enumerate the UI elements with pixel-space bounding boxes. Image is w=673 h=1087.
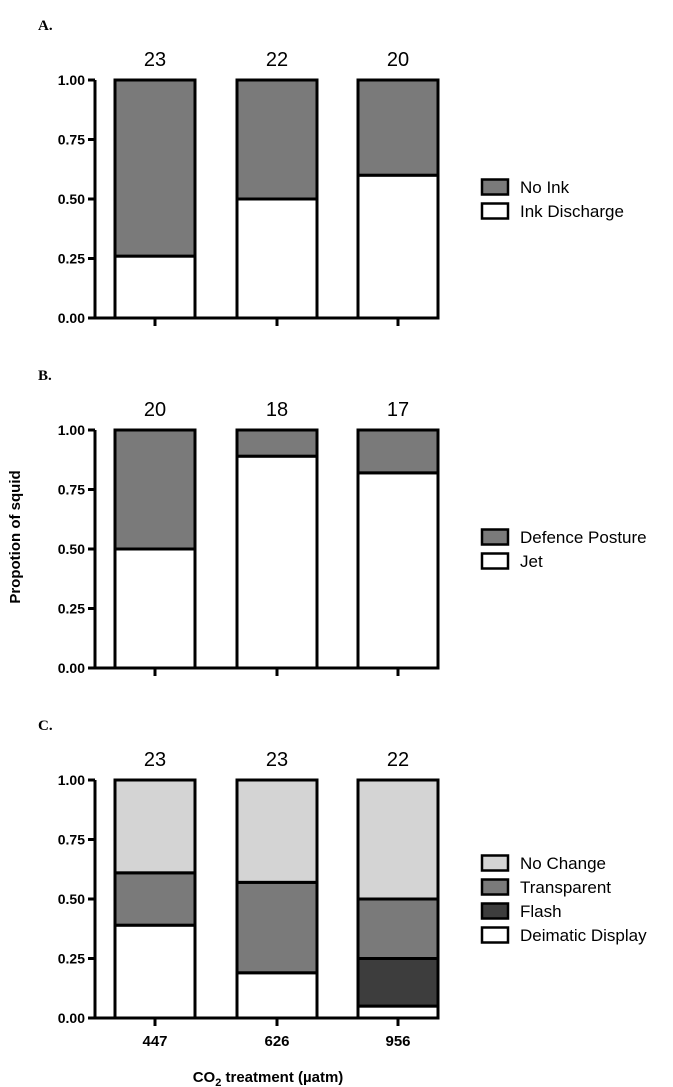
panel-c: C. 23 447 23 626 22 956 0.00 0.25 0.50 0.75 1.00 No … [38, 718, 647, 1050]
legend-label: Transparent [520, 878, 611, 897]
bar-segment [356, 471, 440, 670]
bar-segment [235, 880, 319, 975]
x-axis-label-suffix: treatment (µatm) [221, 1069, 343, 1086]
sample-size-label: 20 [387, 49, 409, 71]
panel-a: A. 23 22 20 0.00 0.25 0.50 0.75 1.00 No Ink Ink Di… [38, 18, 624, 326]
x-axis-label: CO2 treatment (µatm) [193, 1069, 344, 1087]
sample-size-label: 18 [266, 399, 288, 421]
bar-segment [113, 78, 197, 258]
x-tick-label: 626 [264, 1033, 289, 1050]
bar-segment [113, 778, 197, 875]
legend-swatch [480, 552, 510, 570]
sample-size-label: 23 [144, 49, 166, 71]
legend-swatch [480, 854, 510, 872]
bar-segment [235, 78, 319, 201]
y-tick-label: 1.00 [58, 422, 85, 438]
bar-segment [356, 428, 440, 475]
x-tick-label: 956 [385, 1033, 410, 1050]
legend-swatch [480, 202, 510, 220]
legend-swatch [480, 926, 510, 944]
legend-swatch [480, 178, 510, 196]
bar-segment [356, 778, 440, 901]
y-tick-label: 1.00 [58, 772, 85, 788]
bar-segment [356, 957, 440, 1008]
bar-segment [113, 428, 197, 551]
y-tick-label: 0.25 [58, 951, 85, 967]
sample-size-label: 23 [266, 749, 288, 771]
legend: Defence Posture Jet [480, 528, 647, 571]
bar-segment [356, 897, 440, 960]
bar-segment [113, 923, 197, 1020]
panel-label: C. [38, 718, 53, 734]
legend-swatch [480, 528, 510, 546]
sample-size-label: 22 [266, 49, 288, 71]
bar-segment [113, 254, 197, 320]
legend-label: No Change [520, 854, 606, 873]
y-tick-label: 0.50 [58, 541, 85, 557]
y-axis-label: Propotion of squid [7, 470, 24, 603]
bar-segment [356, 1004, 440, 1020]
y-tick-label: 0.50 [58, 891, 85, 907]
legend-label: Jet [520, 552, 543, 571]
bar-segment [235, 197, 319, 320]
y-tick-label: 0.00 [58, 1010, 85, 1026]
legend-swatch [480, 902, 510, 920]
sample-size-label: 20 [144, 399, 166, 421]
panel-label: B. [38, 368, 52, 384]
y-tick-label: 0.25 [58, 251, 85, 267]
sample-size-label: 23 [144, 749, 166, 771]
y-tick-label: 0.75 [58, 132, 85, 148]
x-axis-label-prefix: CO [193, 1069, 216, 1086]
y-tick-label: 0.50 [58, 191, 85, 207]
bar-segment [235, 454, 319, 670]
y-tick-label: 0.00 [58, 310, 85, 326]
legend-label: Deimatic Display [520, 926, 647, 945]
bar-segment [235, 778, 319, 884]
y-tick-label: 0.00 [58, 660, 85, 676]
y-tick-label: 0.75 [58, 482, 85, 498]
bar-segment [235, 428, 319, 458]
y-tick-label: 0.25 [58, 601, 85, 617]
bar-segment [235, 971, 319, 1020]
bar-segment [113, 547, 197, 670]
legend: No Ink Ink Discharge [480, 178, 624, 221]
legend-label: No Ink [520, 178, 570, 197]
x-tick-label: 447 [142, 1033, 167, 1050]
sample-size-label: 22 [387, 749, 409, 771]
panel-b: B. 20 18 17 0.00 0.25 0.50 0.75 1.00 Defence Post… [38, 368, 647, 676]
legend-label: Ink Discharge [520, 202, 624, 221]
bar-segment [356, 173, 440, 320]
x-axis-label-subscript: 2 [215, 1077, 221, 1087]
legend-label: Flash [520, 902, 562, 921]
sample-size-label: 17 [387, 399, 409, 421]
panel-label: A. [38, 18, 53, 34]
y-tick-label: 0.75 [58, 832, 85, 848]
legend: No Change Transparent Flash Deimatic Displa… [480, 854, 647, 945]
legend-label: Defence Posture [520, 528, 647, 547]
bar-segment [113, 871, 197, 927]
bar-segment [356, 78, 440, 177]
y-tick-label: 1.00 [58, 72, 85, 88]
legend-swatch [480, 878, 510, 896]
